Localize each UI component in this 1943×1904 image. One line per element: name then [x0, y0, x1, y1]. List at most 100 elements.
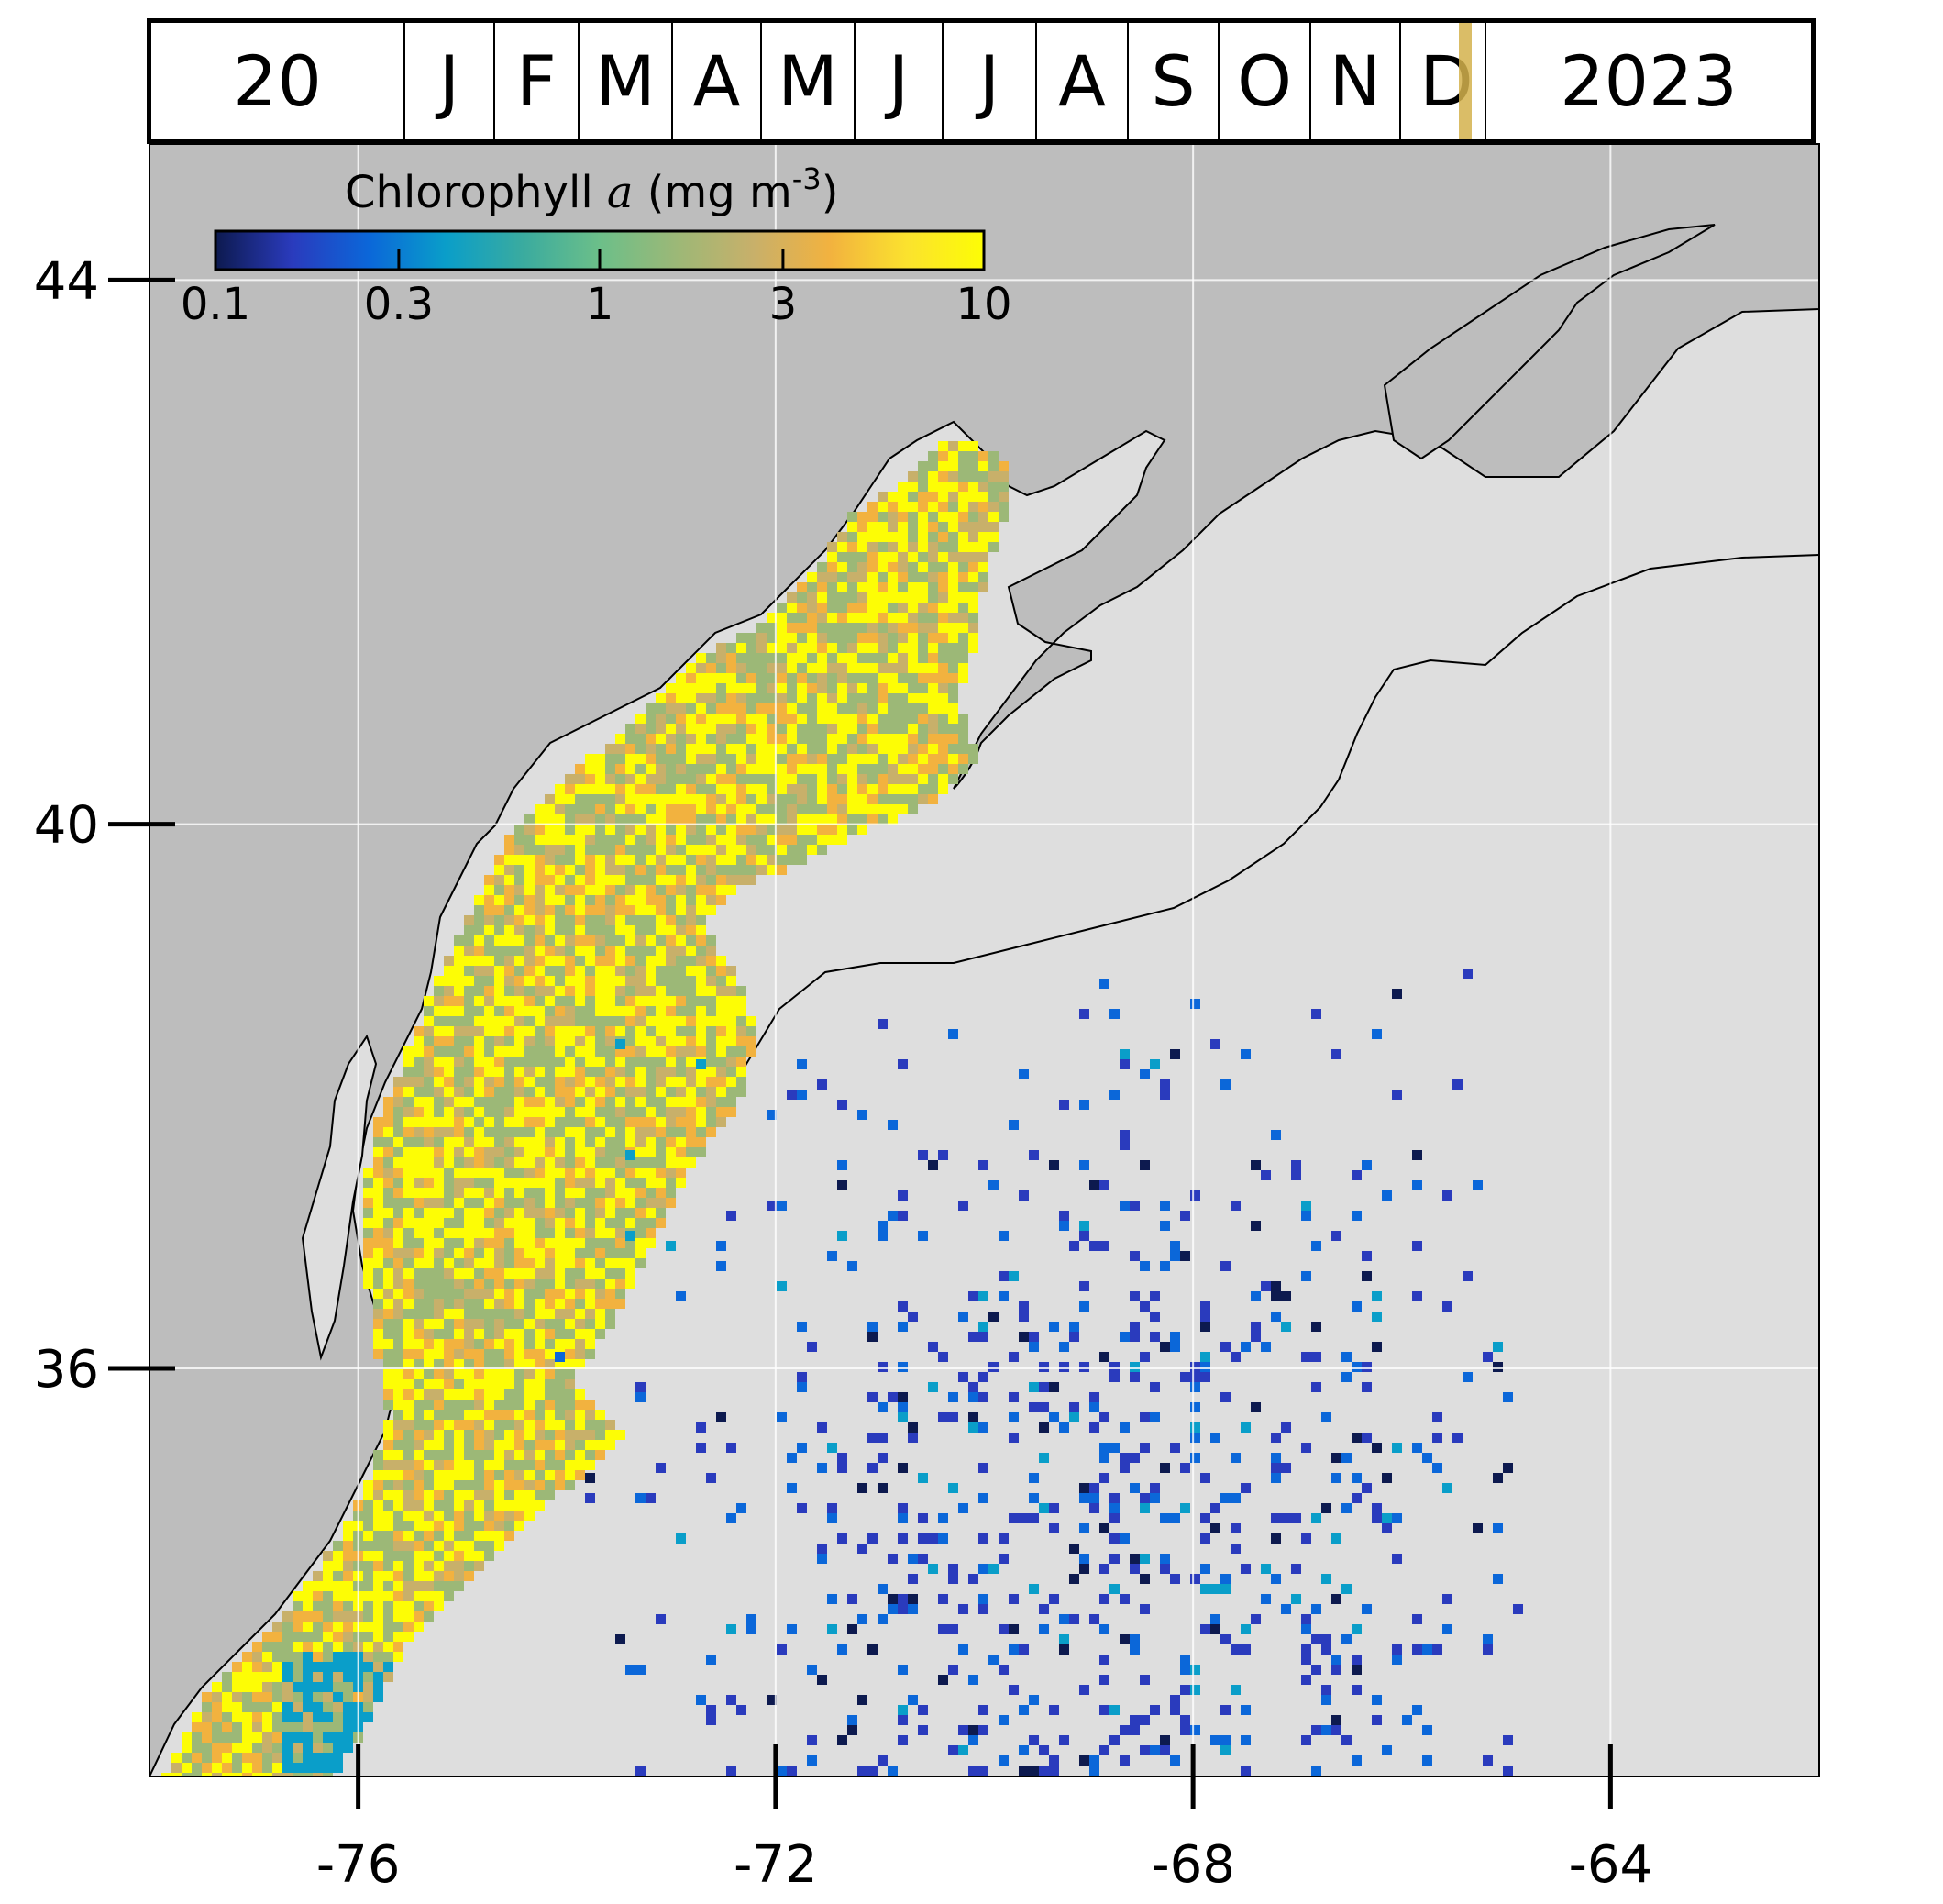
- chlorophyll-pixel: [878, 582, 888, 592]
- chlorophyll-pixel: [948, 643, 958, 653]
- chlorophyll-pixel: [383, 1490, 393, 1500]
- chlorophyll-pixel: [605, 1127, 615, 1137]
- chlorophyll-pixel: [847, 653, 857, 663]
- chlorophyll-pixel: [827, 693, 837, 703]
- chlorophyll-pixel: [646, 784, 656, 794]
- chlorophyll-pixel: [888, 572, 898, 582]
- chlorophyll-pixel: [1069, 1402, 1079, 1412]
- chlorophyll-pixel: [716, 976, 726, 986]
- chlorophyll-pixel: [414, 1490, 424, 1500]
- chlorophyll-pixel: [908, 542, 918, 552]
- chlorophyll-pixel: [706, 774, 716, 784]
- chlorophyll-pixel: [514, 1329, 524, 1339]
- chlorophyll-pixel: [978, 1725, 988, 1735]
- chlorophyll-pixel: [343, 1541, 353, 1551]
- chlorophyll-pixel: [696, 845, 706, 855]
- chlorophyll-pixel: [514, 1248, 524, 1258]
- chlorophyll-pixel: [504, 1057, 514, 1067]
- chlorophyll-pixel: [414, 1309, 424, 1319]
- chlorophyll-pixel: [484, 925, 494, 935]
- chlorophyll-pixel: [1099, 1180, 1109, 1190]
- chlorophyll-pixel: [1372, 1342, 1382, 1352]
- chlorophyll-pixel: [656, 764, 666, 774]
- chlorophyll-pixel: [908, 1594, 918, 1604]
- chlorophyll-pixel: [686, 976, 696, 986]
- chlorophyll-pixel: [827, 814, 837, 825]
- chlorophyll-pixel: [918, 572, 928, 582]
- chlorophyll-pixel: [524, 1137, 535, 1147]
- chlorophyll-pixel: [575, 1036, 585, 1046]
- chlorophyll-pixel: [434, 976, 444, 986]
- chlorophyll-pixel: [393, 1440, 403, 1450]
- chlorophyll-pixel: [434, 1016, 444, 1026]
- chlorophyll-pixel: [595, 1279, 605, 1289]
- chlorophyll-pixel: [656, 1036, 666, 1046]
- chlorophyll-pixel: [1210, 1503, 1220, 1513]
- chlorophyll-pixel: [504, 1511, 514, 1521]
- chlorophyll-pixel: [878, 703, 888, 714]
- chlorophyll-pixel: [918, 673, 928, 683]
- chlorophyll-pixel: [656, 754, 666, 764]
- chlorophyll-pixel: [595, 895, 605, 905]
- chlorophyll-pixel: [948, 1624, 958, 1634]
- chlorophyll-pixel: [938, 683, 948, 693]
- chlorophyll-pixel: [646, 724, 656, 734]
- chlorophyll-pixel: [293, 1753, 303, 1763]
- chlorophyll-pixel: [696, 825, 706, 835]
- chlorophyll-pixel: [464, 986, 474, 996]
- chlorophyll-pixel: [1160, 1261, 1170, 1271]
- chlorophyll-pixel: [857, 633, 867, 643]
- chlorophyll-pixel: [514, 915, 524, 925]
- chlorophyll-pixel: [867, 724, 878, 734]
- chlorophyll-pixel: [393, 1571, 403, 1581]
- chlorophyll-pixel: [282, 1692, 293, 1702]
- x-tick-label: -76: [316, 1835, 400, 1895]
- chlorophyll-pixel: [1251, 1160, 1261, 1170]
- chlorophyll-pixel: [524, 1147, 535, 1157]
- chlorophyll-pixel: [494, 1137, 504, 1147]
- chlorophyll-pixel: [414, 1289, 424, 1299]
- chlorophyll-pixel: [827, 774, 837, 784]
- chlorophyll-pixel: [494, 885, 504, 895]
- chlorophyll-pixel: [424, 1157, 434, 1168]
- chlorophyll-pixel: [666, 1026, 676, 1036]
- chlorophyll-pixel: [938, 603, 948, 613]
- chlorophyll-pixel: [232, 1773, 242, 1777]
- chlorophyll-pixel: [635, 784, 646, 794]
- chlorophyll-pixel: [807, 814, 817, 825]
- chlorophyll-pixel: [514, 956, 524, 966]
- chlorophyll-pixel: [625, 784, 635, 794]
- chlorophyll-pixel: [797, 825, 807, 835]
- chlorophyll-pixel: [666, 845, 676, 855]
- chlorophyll-pixel: [625, 1036, 635, 1046]
- chlorophyll-pixel: [535, 1026, 545, 1036]
- chlorophyll-pixel: [867, 502, 878, 512]
- chlorophyll-pixel: [999, 1533, 1009, 1544]
- chlorophyll-pixel: [1140, 1675, 1150, 1685]
- chlorophyll-pixel: [827, 663, 837, 673]
- chlorophyll-pixel: [635, 946, 646, 956]
- chlorophyll-pixel: [484, 1077, 494, 1087]
- chlorophyll-pixel: [908, 613, 918, 623]
- chlorophyll-pixel: [1331, 1049, 1341, 1059]
- chlorophyll-pixel: [504, 1400, 514, 1410]
- chlorophyll-pixel: [575, 764, 585, 774]
- chlorophyll-pixel: [716, 855, 726, 865]
- chlorophyll-pixel: [293, 1632, 303, 1642]
- chlorophyll-pixel: [585, 1339, 595, 1349]
- chlorophyll-pixel: [403, 1339, 414, 1349]
- chlorophyll-pixel: [1503, 1735, 1513, 1745]
- chlorophyll-pixel: [293, 1622, 303, 1632]
- chlorophyll-pixel: [514, 976, 524, 986]
- chlorophyll-pixel: [363, 1692, 373, 1702]
- chlorophyll-pixel: [1220, 1745, 1231, 1755]
- chlorophyll-pixels: [161, 441, 1523, 1777]
- chlorophyll-pixel: [575, 1299, 585, 1309]
- chlorophyll-pixel: [857, 804, 867, 814]
- chlorophyll-pixel: [656, 744, 666, 754]
- chlorophyll-pixel: [696, 784, 706, 794]
- chlorophyll-pixel: [393, 1400, 403, 1410]
- chlorophyll-pixel: [787, 592, 797, 603]
- chlorophyll-pixel: [615, 744, 625, 754]
- chlorophyll-pixel: [403, 1470, 414, 1480]
